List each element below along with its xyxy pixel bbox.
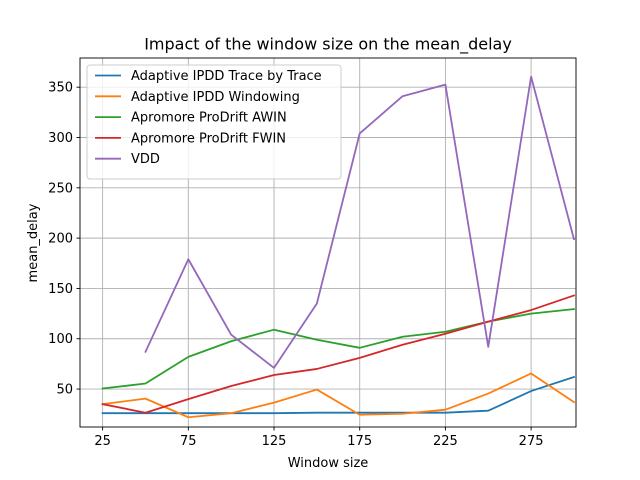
- legend-label: Apromore ProDrift FWIN: [131, 131, 286, 146]
- y-tick-label: 50: [56, 383, 73, 398]
- x-tick-label: 75: [180, 434, 197, 449]
- y-tick-label: 350: [48, 81, 73, 96]
- y-tick-label: 200: [48, 232, 73, 247]
- series-line: [144, 75, 576, 369]
- plot-frame: [79, 57, 577, 428]
- legend-frame: [86, 64, 342, 180]
- y-tick-label: 300: [48, 131, 73, 146]
- chart-title: Impact of the window size on the mean_de…: [144, 35, 512, 55]
- series-lines: [101, 75, 576, 419]
- y-tick-label: 250: [48, 181, 73, 196]
- legend-label: Adaptive IPDD Windowing: [131, 90, 300, 105]
- legend-label: Apromore ProDrift AWIN: [131, 111, 287, 126]
- legend-label: VDD: [131, 152, 160, 167]
- x-tick-label: 175: [347, 434, 372, 449]
- x-axis-label: Window size: [288, 456, 369, 471]
- legend-label: Adaptive IPDD Trace by Trace: [131, 69, 322, 84]
- series-line: [101, 372, 576, 419]
- series-line: [101, 294, 576, 414]
- x-tick-label: 275: [519, 434, 544, 449]
- y-tick-label: 100: [48, 332, 73, 347]
- axis-ticks: 25 75 125 175 225 275 50 100 150 200 250 300 350: [48, 81, 543, 449]
- x-tick-label: 125: [262, 434, 287, 449]
- y-tick-label: 150: [48, 282, 73, 297]
- x-tick-label: 25: [94, 434, 111, 449]
- y-axis-label: mean_delay: [26, 203, 41, 282]
- x-tick-label: 225: [433, 434, 458, 449]
- legend: Adaptive IPDD Trace by Trace Adaptive IPD…: [86, 64, 342, 180]
